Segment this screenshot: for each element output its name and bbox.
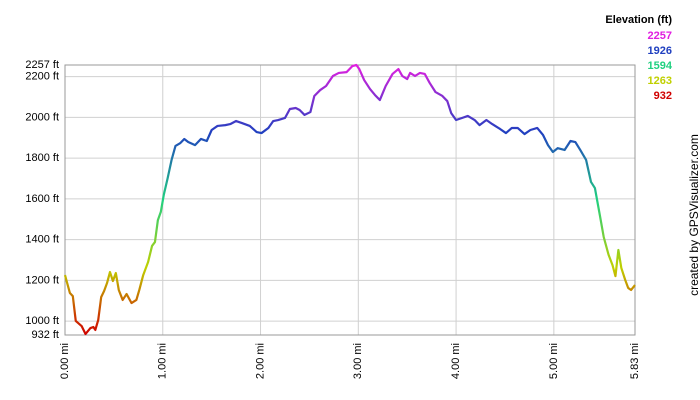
x-tick-label: 5.83 mi	[629, 343, 641, 379]
x-tick-label: 0.00 mi	[59, 343, 71, 379]
y-tick-label: 1400 ft	[25, 234, 59, 246]
y-tick-label: 932 ft	[31, 329, 59, 341]
y-tick-label: 1000 ft	[25, 315, 59, 327]
legend-value: 932	[654, 90, 672, 102]
x-tick-label: 4.00 mi	[450, 343, 462, 379]
y-tick-label: 1200 ft	[25, 274, 59, 286]
x-tick-label: 2.00 mi	[254, 343, 266, 379]
x-tick-label: 3.00 mi	[352, 343, 364, 379]
legend-title: Elevation (ft)	[605, 14, 672, 26]
y-tick-label: 2257 ft	[25, 59, 59, 71]
legend-value: 2257	[648, 30, 672, 42]
x-tick-label: 1.00 mi	[157, 343, 169, 379]
elevation-line	[63, 63, 636, 336]
y-tick-label: 1600 ft	[25, 193, 59, 205]
legend-value: 1594	[648, 60, 673, 72]
x-tick-label: 5.00 mi	[548, 343, 560, 379]
y-tick-label: 1800 ft	[25, 152, 59, 164]
legend-value: 1926	[648, 45, 672, 57]
y-tick-label: 2200 ft	[25, 71, 59, 83]
plot-border	[64, 64, 636, 336]
y-tick-label: 2000 ft	[25, 111, 59, 123]
legend-value: 1263	[648, 75, 672, 87]
credit: created by GPSVisualizer.com	[687, 134, 700, 296]
